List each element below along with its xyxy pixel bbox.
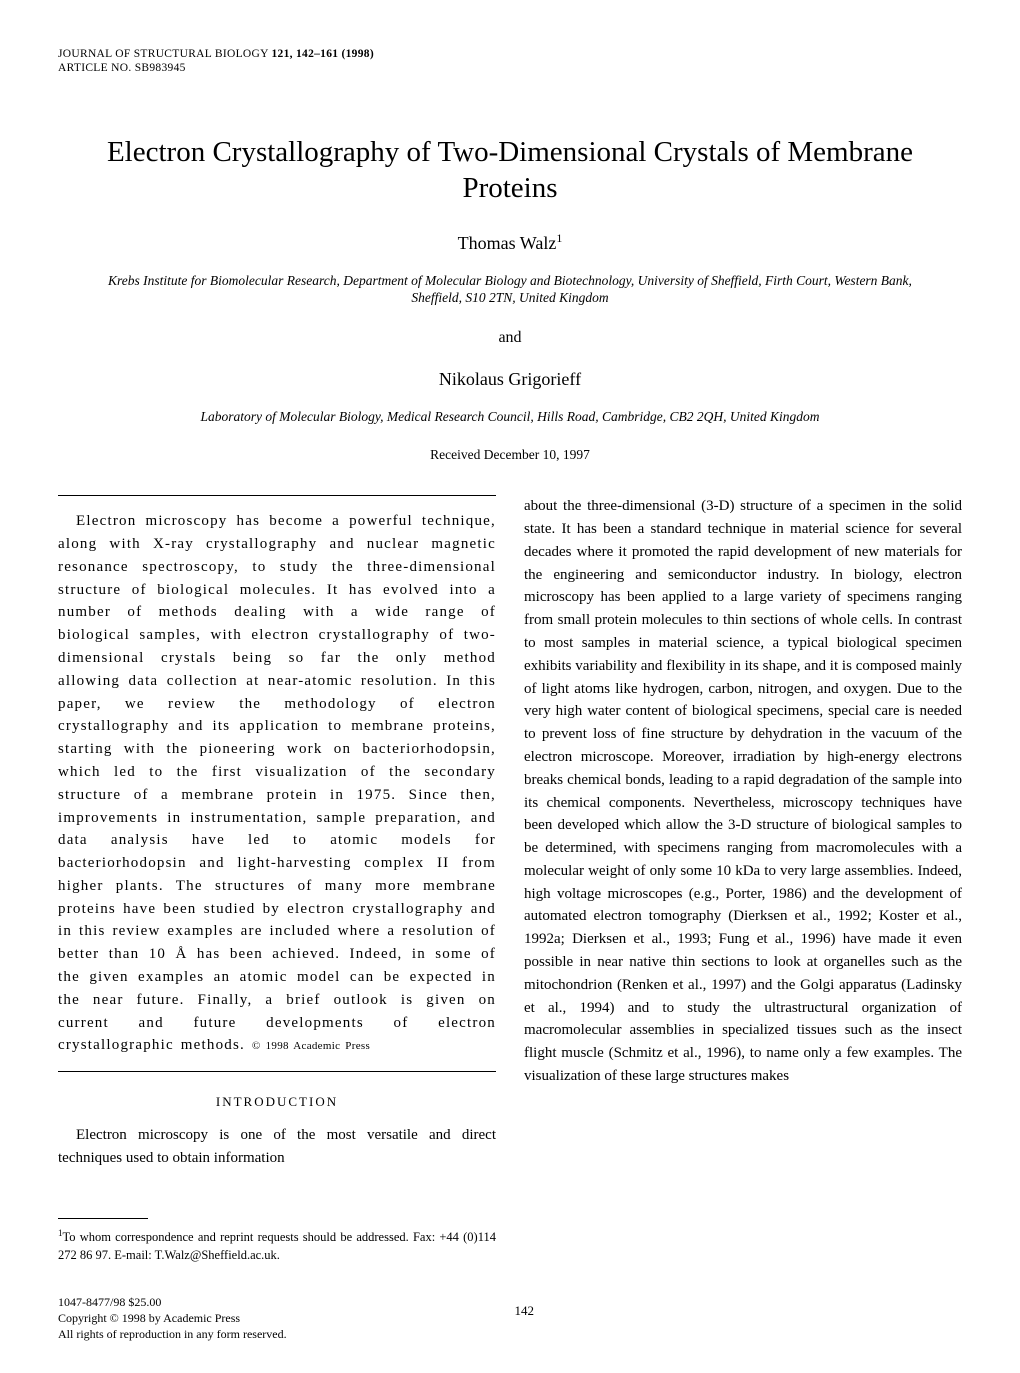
paper-title: Electron Crystallography of Two-Dimensio… [100,134,920,207]
footer-copyright: Copyright © 1998 by Academic Press [58,1310,287,1326]
footnote-text: To whom correspondence and reprint reque… [58,1230,496,1262]
journal-name: JOURNAL OF STRUCTURAL BIOLOGY [58,48,268,60]
footnote-rule [58,1218,148,1219]
abstract-block: Electron microscopy has become a powerfu… [58,495,496,1072]
footer-rights: All rights of reproduction in any form r… [58,1326,287,1342]
footer-left: 1047-8477/98 $25.00 Copyright © 1998 by … [58,1294,287,1343]
affiliation-2: Laboratory of Molecular Biology, Medical… [85,408,935,426]
page-footer: 1047-8477/98 $25.00 Copyright © 1998 by … [58,1294,962,1343]
author-1-sup: 1 [556,231,562,245]
and-separator: and [58,329,962,347]
introduction-heading: INTRODUCTION [58,1094,496,1110]
intro-para-1: Electron microscopy is one of the most v… [58,1124,496,1170]
volume-pages: 121, 142–161 (1998) [271,48,373,60]
footer-issn: 1047-8477/98 $25.00 [58,1294,287,1310]
abstract-text: Electron microscopy has become a powerfu… [58,510,496,1057]
article-no: SB983945 [135,62,186,74]
journal-header: JOURNAL OF STRUCTURAL BIOLOGY 121, 142–1… [58,48,962,60]
received-date: Received December 10, 1997 [58,447,962,463]
article-number-line: ARTICLE NO. SB983945 [58,62,962,74]
article-no-label: ARTICLE NO. [58,62,132,74]
author-1: Thomas Walz1 [58,231,962,254]
abstract-body: Electron microscopy has become a powerfu… [58,513,496,1053]
author-2: Nikolaus Grigorieff [58,369,962,390]
intro-para-2: about the three-dimensional (3-D) struct… [524,495,962,1088]
footnote: 1To whom correspondence and reprint requ… [58,1227,496,1264]
copyright-inline: © 1998 Academic Press [252,1040,370,1052]
author-1-name: Thomas Walz [458,233,557,253]
intro-para-1-text: Electron microscopy is one of the most v… [58,1127,496,1166]
author-2-name: Nikolaus Grigorieff [439,369,581,389]
affiliation-1: Krebs Institute for Biomolecular Researc… [85,272,935,307]
right-column: about the three-dimensional (3-D) struct… [524,495,962,1264]
page-number: 142 [515,1303,535,1319]
left-column: Electron microscopy has become a powerfu… [58,495,496,1264]
